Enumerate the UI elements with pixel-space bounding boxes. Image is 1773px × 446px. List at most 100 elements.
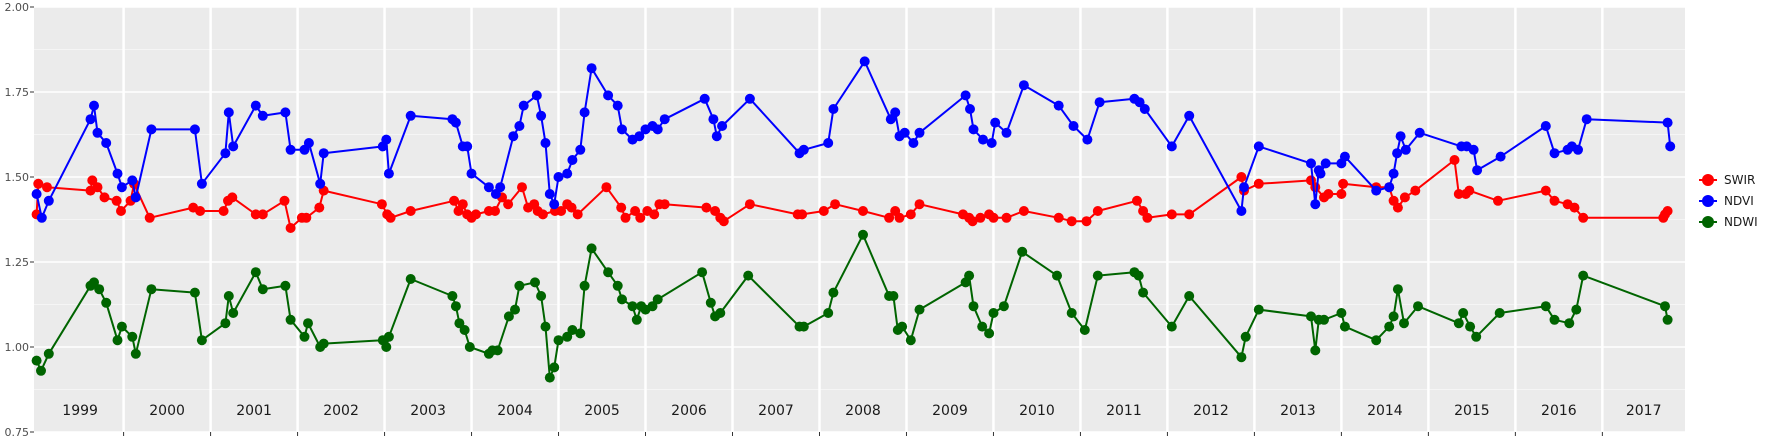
data-point-ndvi: [859, 56, 870, 67]
data-point-ndwi: [405, 274, 416, 284]
data-point-ndwi: [1184, 291, 1195, 301]
data-point-ndwi: [553, 335, 564, 346]
data-point-ndvi: [553, 172, 564, 182]
data-point-swir: [718, 216, 729, 227]
data-point-ndwi: [1662, 314, 1673, 325]
data-point-swir: [1253, 178, 1264, 189]
data-point-swir: [144, 212, 155, 223]
data-point-swir: [556, 206, 567, 216]
data-point-ndvi: [92, 127, 103, 138]
data-point-ndwi: [998, 301, 1009, 312]
data-point-swir: [1236, 172, 1247, 182]
data-point-ndwi: [858, 229, 868, 240]
data-point-ndvi: [1134, 97, 1145, 108]
data-point-ndwi: [579, 280, 590, 291]
data-point-ndvi: [603, 90, 614, 101]
data-point-ndwi: [1549, 314, 1560, 325]
year-label: 2007: [758, 403, 794, 419]
data-point-ndwi: [1336, 308, 1347, 318]
data-point-swir: [470, 209, 481, 220]
data-point-ndvi: [586, 63, 597, 74]
data-point-ndwi: [1138, 287, 1149, 298]
data-point-ndwi: [897, 321, 908, 332]
data-point-ndwi: [575, 328, 586, 339]
data-point-ndvi: [1540, 121, 1551, 131]
data-point-ndwi: [1494, 308, 1505, 318]
data-point-ndwi: [464, 342, 475, 352]
data-point-ndvi: [89, 100, 99, 111]
year-label: 2015: [1454, 403, 1490, 419]
data-point-swir: [116, 206, 126, 216]
data-point-ndwi: [116, 321, 127, 332]
series-swir: [31, 155, 1673, 233]
data-point-swir: [701, 202, 712, 213]
data-point-ndvi: [567, 155, 578, 165]
data-point-ndwi: [828, 287, 839, 298]
data-point-ndwi: [318, 338, 329, 349]
data-point-ndvi: [1395, 131, 1406, 142]
data-point-ndwi: [1458, 308, 1469, 318]
data-point-ndwi: [189, 287, 200, 298]
data-point-swir: [620, 212, 631, 223]
data-point-ndwi: [43, 348, 54, 359]
data-point-ndwi: [530, 277, 540, 288]
data-point-ndvi: [978, 134, 988, 145]
data-point-ndwi: [544, 372, 555, 383]
data-point-ndvi: [1495, 151, 1506, 162]
data-point-ndwi: [1236, 352, 1247, 363]
legend-label: NDWI: [1724, 215, 1758, 229]
y-tick-label: 1.50: [5, 171, 30, 184]
data-point-ndwi: [1092, 270, 1103, 281]
data-point-swir: [710, 206, 721, 216]
data-point-ndvi: [908, 138, 919, 148]
data-point-swir: [257, 209, 268, 220]
data-point-ndvi: [711, 131, 722, 142]
data-point-ndvi: [383, 168, 394, 179]
data-point-ndvi: [1068, 121, 1079, 131]
data-point-ndvi: [250, 100, 261, 111]
data-point-ndwi: [743, 270, 754, 281]
data-point-swir: [566, 202, 577, 213]
data-point-ndvi: [612, 100, 623, 111]
data-point-ndwi: [228, 308, 239, 318]
data-point-swir: [884, 212, 895, 223]
data-point-swir: [1464, 185, 1475, 196]
data-point-ndwi: [631, 314, 642, 325]
legend-swatch-point: [1702, 216, 1714, 228]
data-point-ndvi: [1139, 104, 1150, 114]
data-point-ndwi: [984, 328, 995, 339]
data-point-swir: [301, 212, 312, 223]
data-point-ndvi: [960, 90, 971, 101]
data-point-ndwi: [603, 267, 614, 278]
data-point-ndwi: [905, 335, 916, 346]
year-label: 2000: [149, 403, 185, 419]
data-point-swir: [1569, 202, 1580, 213]
data-point-swir: [1449, 155, 1460, 165]
data-point-ndwi: [299, 331, 310, 342]
data-point-swir: [601, 182, 612, 193]
data-point-ndwi: [492, 345, 503, 356]
data-point-ndvi: [36, 212, 47, 223]
data-point-swir: [1001, 212, 1012, 223]
data-point-swir: [914, 199, 925, 210]
data-point-ndvi: [717, 121, 728, 131]
data-point-ndvi: [1306, 158, 1316, 169]
data-point-swir: [635, 212, 646, 223]
data-point-ndvi: [483, 182, 494, 193]
data-point-ndwi: [89, 277, 99, 288]
data-point-ndwi: [514, 280, 525, 291]
data-point-ndvi: [1400, 144, 1411, 155]
data-point-swir: [818, 206, 829, 216]
data-point-swir: [1578, 212, 1589, 223]
data-point-ndvi: [1166, 141, 1177, 152]
data-point-ndvi: [189, 124, 200, 135]
data-point-ndwi: [1339, 321, 1350, 332]
data-point-ndvi: [1018, 80, 1029, 91]
data-point-ndwi: [94, 284, 105, 295]
legend-item-ndwi: NDWI: [1699, 215, 1758, 229]
year-labels: 1999 2000 2001 2002 2003 2004 2005 2006 2007 2008…: [62, 403, 1661, 419]
data-point-ndvi: [617, 124, 627, 135]
data-point-ndwi: [447, 291, 458, 301]
data-point-ndvi: [1236, 206, 1247, 216]
